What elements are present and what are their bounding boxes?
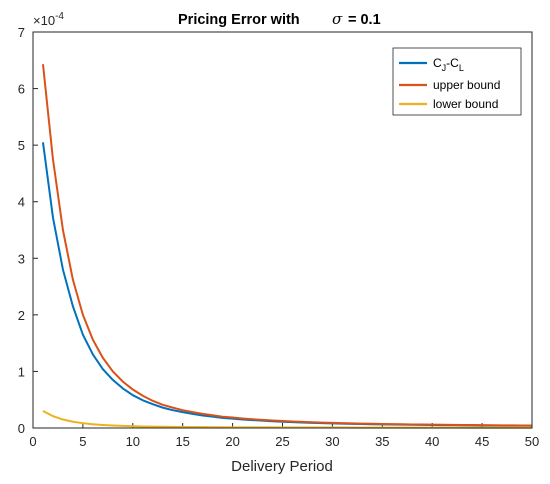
legend: CJ-CL upper bound lower bound xyxy=(392,47,522,116)
x-tick-label: 10 xyxy=(126,434,140,449)
series-group xyxy=(41,64,533,429)
x-tick-label: 0 xyxy=(29,434,36,449)
y-tick-label: 2 xyxy=(18,308,25,323)
y-tick-label: 1 xyxy=(18,364,25,379)
legend-label-lower: lower bound xyxy=(433,97,498,111)
x-tick-label: 15 xyxy=(175,434,189,449)
y-tick-label: 6 xyxy=(18,82,25,97)
chart-title-value: = 0.1 xyxy=(348,12,381,28)
x-tick-label: 45 xyxy=(475,434,489,449)
x-tick-label: 5 xyxy=(79,434,86,449)
y-tick-label: 0 xyxy=(18,421,25,436)
x-tick-label: 40 xyxy=(425,434,439,449)
chart-title-sigma: σ xyxy=(332,10,343,28)
x-tick-label: 50 xyxy=(525,434,539,449)
y-tick-label: 7 xyxy=(18,25,25,40)
series-line-upper xyxy=(41,64,533,427)
plot-area-frame xyxy=(32,31,533,429)
y-axis-multiplier: ×10-4 xyxy=(33,11,64,28)
x-tick-label: 20 xyxy=(225,434,239,449)
legend-label-cjcl: CJ-CL xyxy=(433,56,464,73)
x-tick-label: 25 xyxy=(275,434,289,449)
x-tick-label: 30 xyxy=(325,434,339,449)
x-tick-label: 35 xyxy=(375,434,389,449)
series-line-cjcl xyxy=(41,142,533,427)
legend-label-upper: upper bound xyxy=(433,78,500,92)
chart-title: Pricing Error with xyxy=(178,12,300,28)
y-tick-label: 4 xyxy=(18,195,25,210)
y-tick-label: 5 xyxy=(18,138,25,153)
x-axis-label: Delivery Period xyxy=(231,458,333,475)
y-tick-label: 3 xyxy=(18,251,25,266)
